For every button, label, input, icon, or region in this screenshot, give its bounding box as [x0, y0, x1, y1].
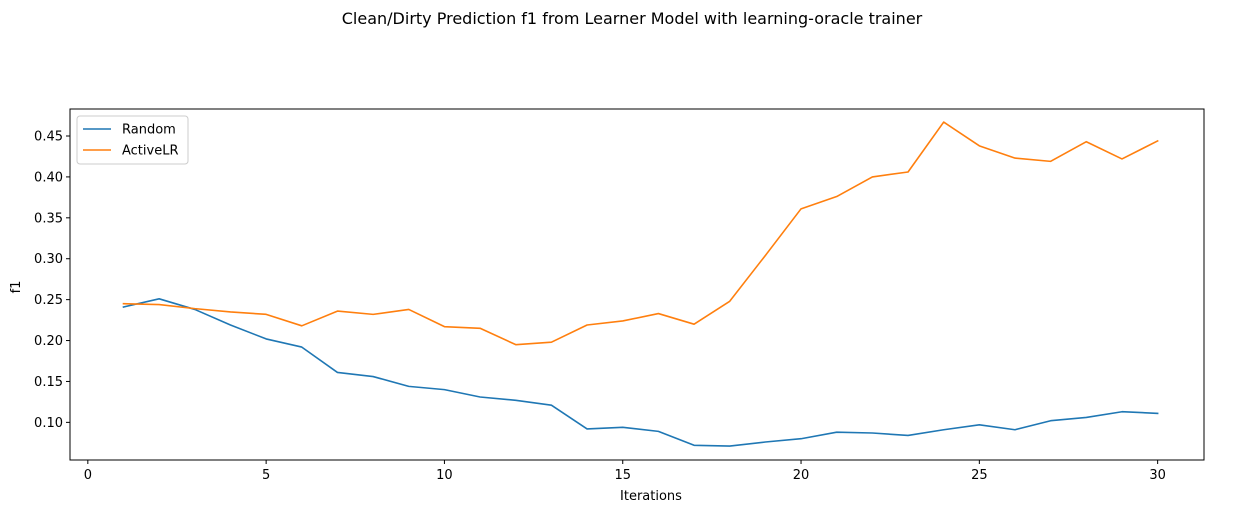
x-tick-label: 20: [793, 468, 810, 483]
legend-box: [76, 115, 189, 165]
y-tick-label: 0.45: [34, 130, 63, 145]
x-tick-label: 25: [971, 468, 988, 483]
y-tick-label: 0.10: [34, 416, 63, 431]
legend: Random ActiveLR: [76, 115, 189, 165]
series-line-activelr: [122, 121, 1159, 346]
x-axis-label: Iterations: [620, 489, 682, 504]
y-tick-label: 0.25: [34, 293, 63, 308]
y-axis: 0.10 0.15 0.20 0.25 0.30 0.35 0.40 0.45: [34, 130, 70, 431]
x-tick-label: 0: [84, 468, 92, 483]
legend-label-random: Random: [122, 123, 176, 138]
legend-label-activelr: ActiveLR: [122, 144, 179, 159]
y-tick-label: 0.30: [34, 252, 63, 267]
x-tick-label: 5: [262, 468, 270, 483]
plot-area: 0 5 10 15 20 25 30 0.10 0.15 0.20 0.25 0.30 0.35 0.4…: [34, 108, 1205, 483]
x-tick-label: 15: [614, 468, 631, 483]
x-tick-label: 30: [1149, 468, 1166, 483]
x-axis: 0 5 10 15 20 25 30: [84, 460, 1166, 483]
y-tick-label: 0.35: [34, 211, 63, 226]
x-tick-label: 10: [436, 468, 453, 483]
y-tick-label: 0.40: [34, 170, 63, 185]
y-tick-label: 0.20: [34, 334, 63, 349]
series-line-random: [122, 298, 1159, 447]
y-axis-label: f1: [9, 281, 24, 294]
series-lines: [122, 121, 1159, 447]
chart-title: Clean/Dirty Prediction f1 from Learner M…: [342, 9, 923, 28]
axes-frame: [69, 108, 1205, 461]
y-tick-label: 0.15: [34, 375, 63, 390]
